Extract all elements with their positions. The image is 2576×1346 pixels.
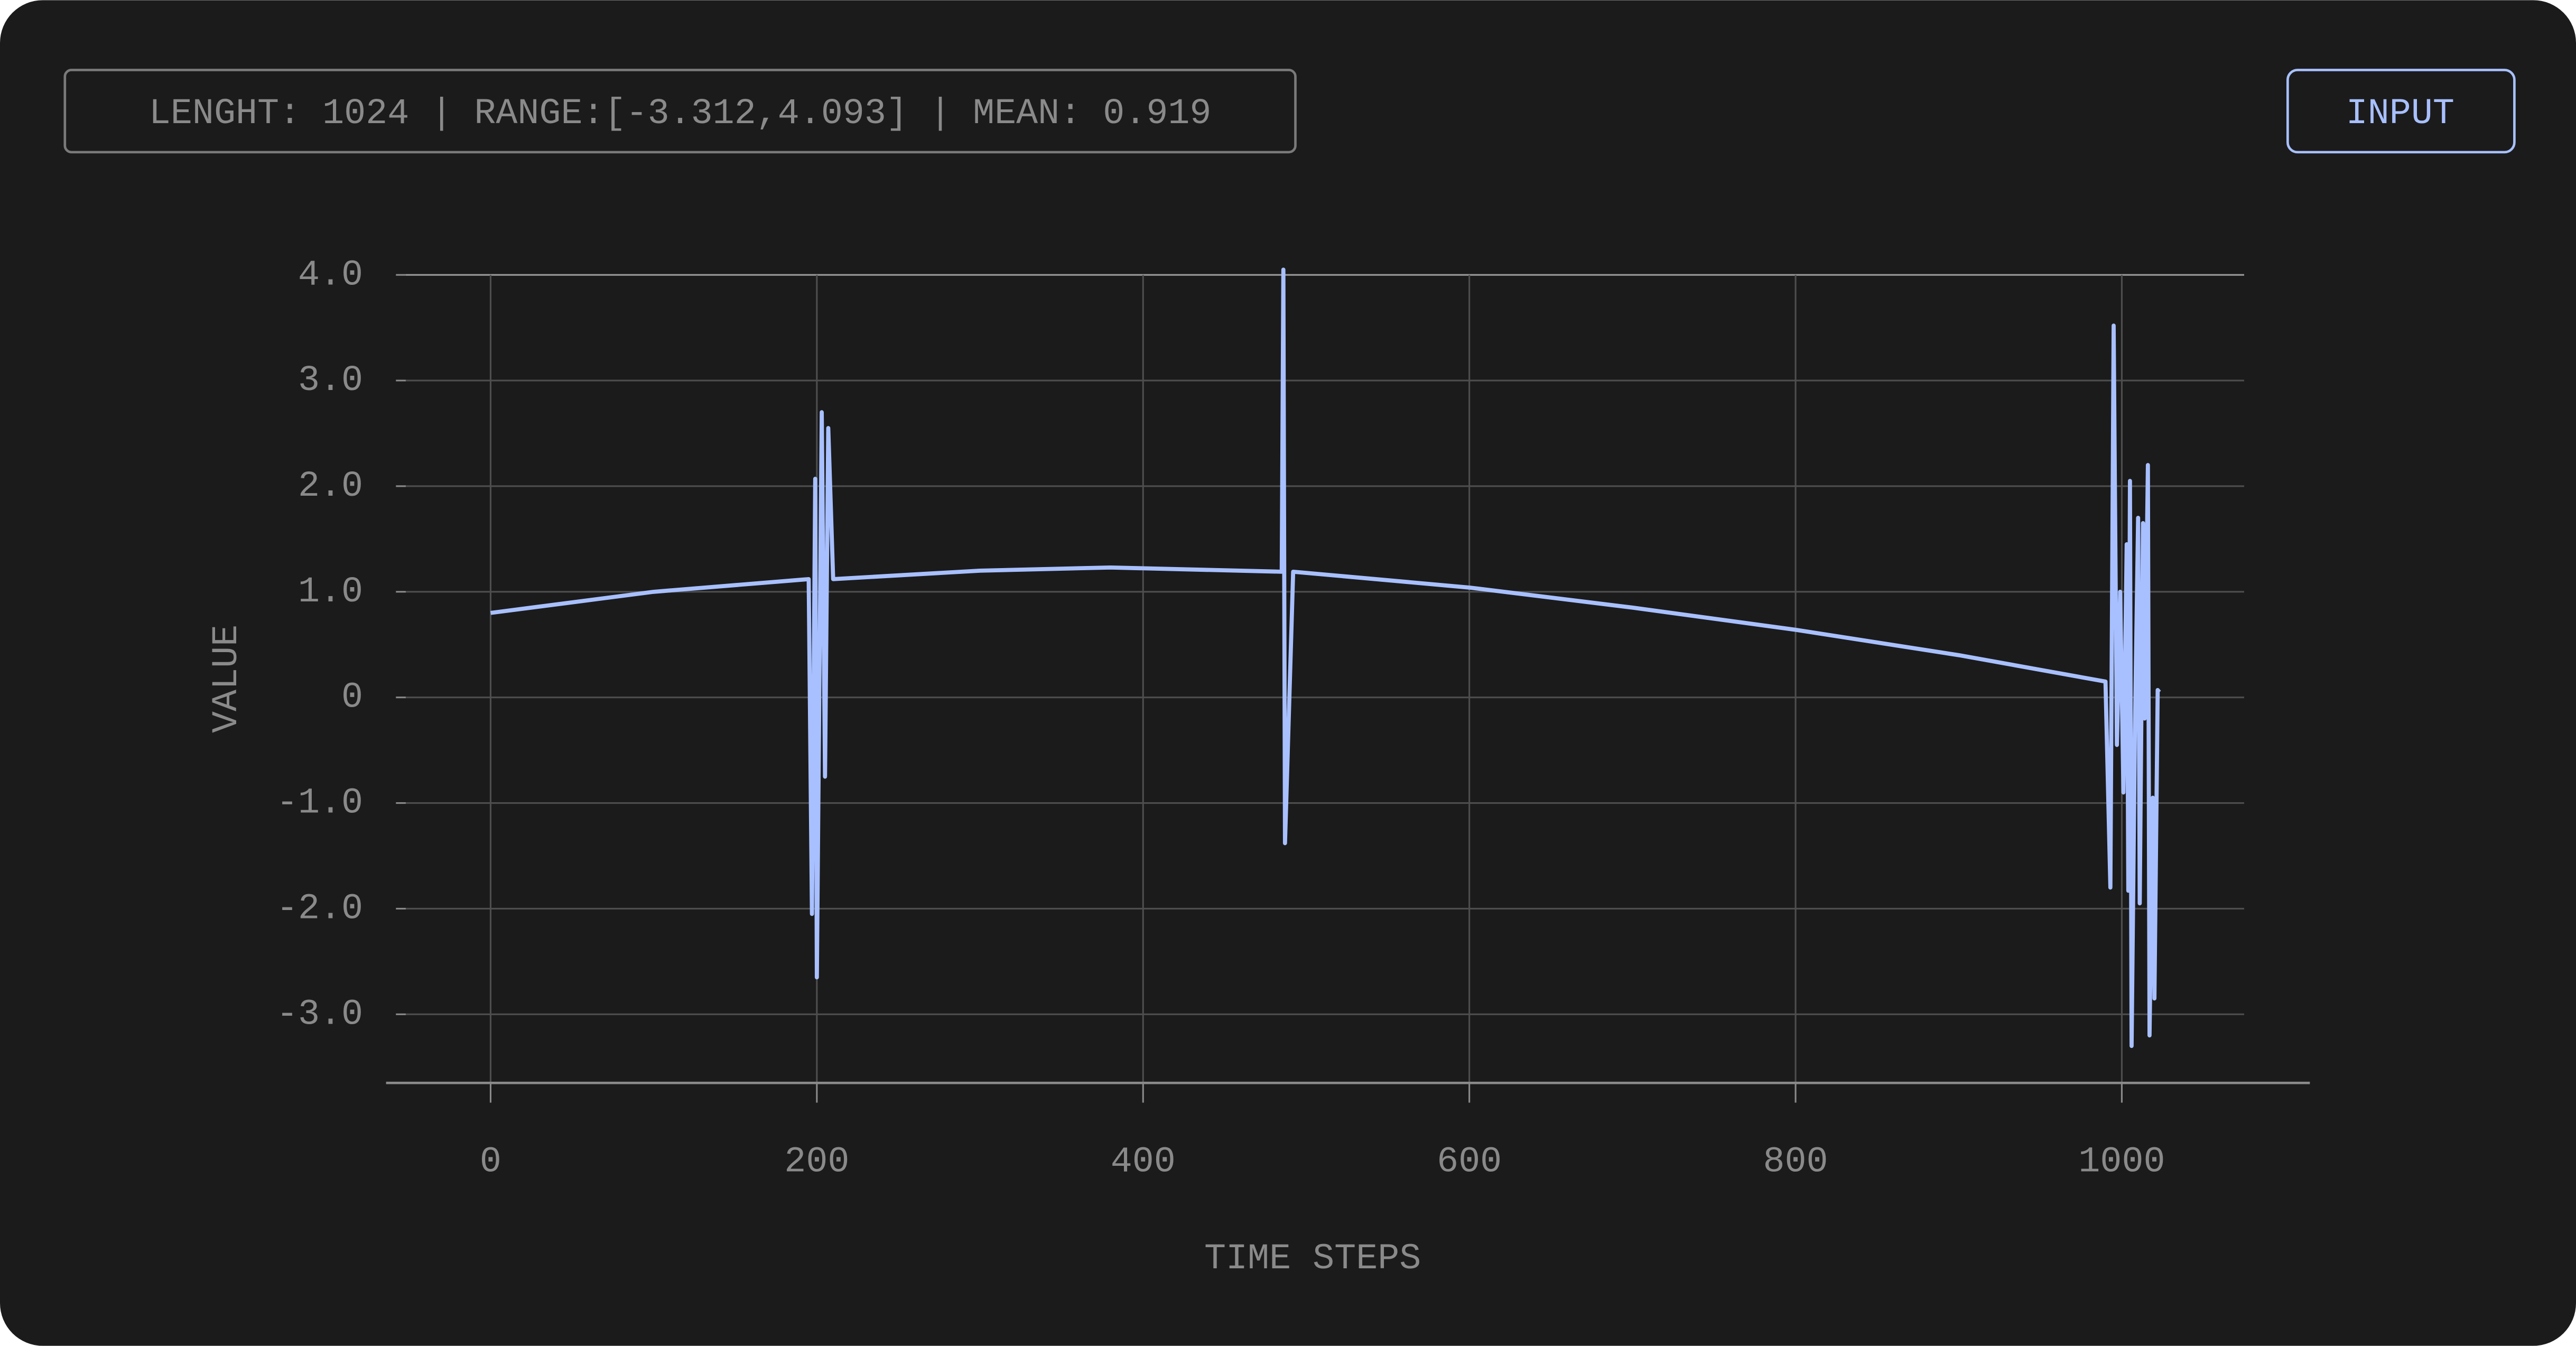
x-tick-label: 0 bbox=[480, 1141, 501, 1183]
x-tick-label: 1000 bbox=[2078, 1141, 2165, 1183]
x-tick-label: 200 bbox=[784, 1141, 849, 1183]
x-axis-label: TIME STEPS bbox=[1204, 1238, 1421, 1279]
y-tick-label: 0 bbox=[341, 677, 363, 718]
y-tick-label: -1.0 bbox=[276, 783, 363, 824]
y-tick-label: -3.0 bbox=[276, 994, 363, 1035]
y-tick-label: -2.0 bbox=[276, 888, 363, 929]
input-button-label[interactable]: INPUT bbox=[2346, 93, 2454, 134]
x-tick-label: 800 bbox=[1763, 1141, 1828, 1183]
stats-box bbox=[63, 69, 1297, 154]
data-line bbox=[490, 267, 2161, 1048]
y-axis-label: VALUE bbox=[206, 625, 247, 733]
input-button[interactable] bbox=[2286, 69, 2516, 154]
x-tick-label: 400 bbox=[1111, 1141, 1176, 1183]
y-tick-label: 2.0 bbox=[298, 466, 363, 507]
y-tick-label: 1.0 bbox=[298, 571, 363, 612]
y-tick-label: 3.0 bbox=[298, 360, 363, 401]
x-tick-label: 600 bbox=[1437, 1141, 1502, 1183]
y-tick-label: 4.0 bbox=[298, 254, 363, 295]
stats-text: LENGHT: 1024 | RANGE:[-3.312,4.093] | ME… bbox=[149, 93, 1212, 134]
